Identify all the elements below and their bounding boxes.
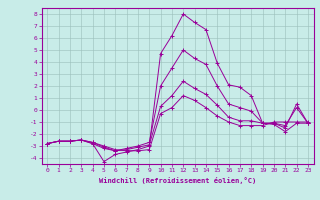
X-axis label: Windchill (Refroidissement éolien,°C): Windchill (Refroidissement éolien,°C) (99, 177, 256, 184)
